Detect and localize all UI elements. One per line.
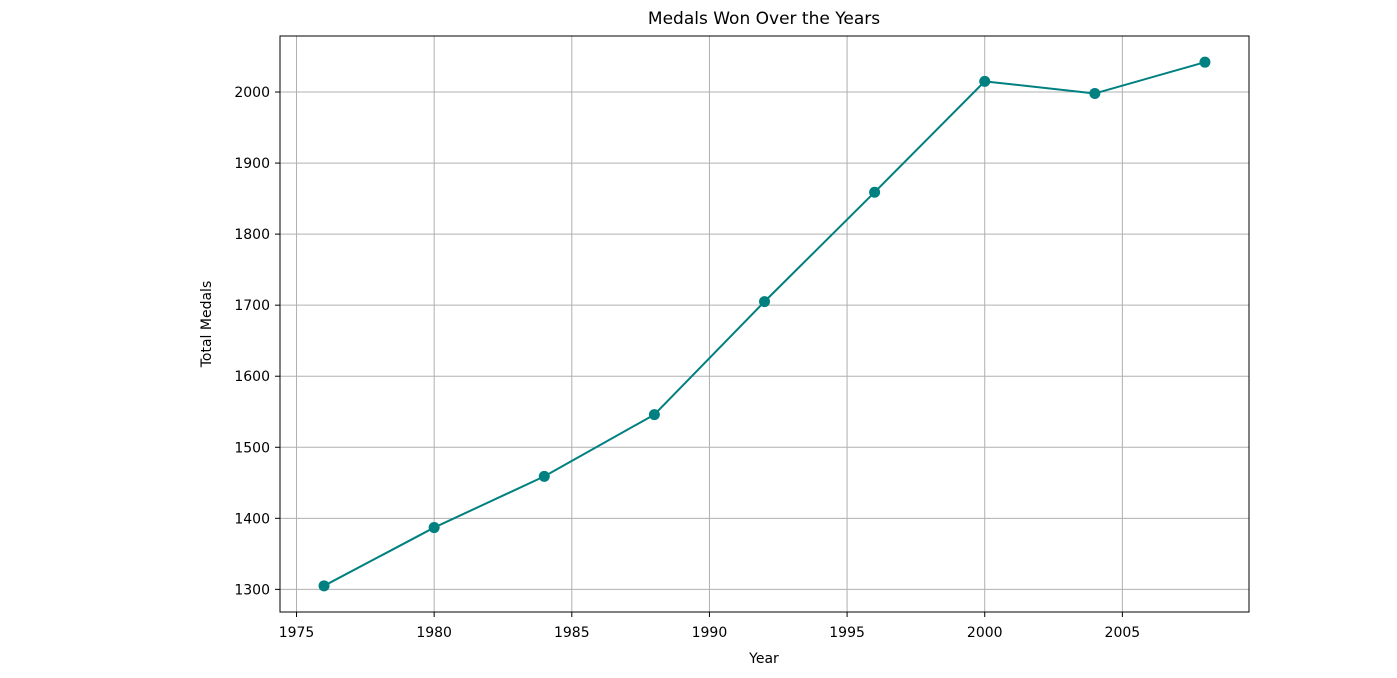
chart-title: Medals Won Over the Years [648, 9, 880, 29]
x-tick-label: 1985 [554, 625, 590, 641]
y-tick-label: 1700 [234, 298, 270, 314]
data-point [538, 470, 550, 482]
y-tick-label: 2000 [234, 85, 270, 101]
y-tick-label: 1400 [234, 511, 270, 527]
data-point [318, 580, 330, 592]
y-axis-label: Total Medals [199, 281, 215, 369]
grid [280, 36, 1249, 612]
x-tick-label: 1980 [416, 625, 452, 641]
x-tick-label: 1990 [692, 625, 728, 641]
data-point [869, 186, 881, 198]
data-point [979, 75, 991, 87]
x-axis-ticks: 1975 1980 1985 1990 1995 2000 2005 [279, 612, 1140, 641]
data-point [759, 296, 770, 308]
y-tick-label: 1600 [234, 369, 270, 385]
data-point [1199, 56, 1211, 68]
data-point [428, 522, 440, 534]
y-axis-ticks: 1300 1400 1500 1600 1700 1800 1900 2000 [234, 85, 280, 598]
x-tick-label: 1995 [829, 625, 865, 641]
series-layer [318, 56, 1211, 592]
y-tick-label: 1800 [234, 227, 270, 243]
data-point [1089, 87, 1101, 99]
x-tick-label: 2000 [967, 625, 1003, 641]
axes-frame [279, 35, 1250, 613]
x-tick-label: 1975 [279, 625, 315, 641]
y-tick-label: 1900 [234, 156, 270, 172]
y-tick-label: 1300 [234, 582, 270, 598]
x-axis-label: Year [748, 651, 779, 667]
x-tick-label: 2005 [1105, 625, 1141, 641]
data-point [648, 409, 660, 421]
y-tick-label: 1500 [234, 440, 270, 456]
